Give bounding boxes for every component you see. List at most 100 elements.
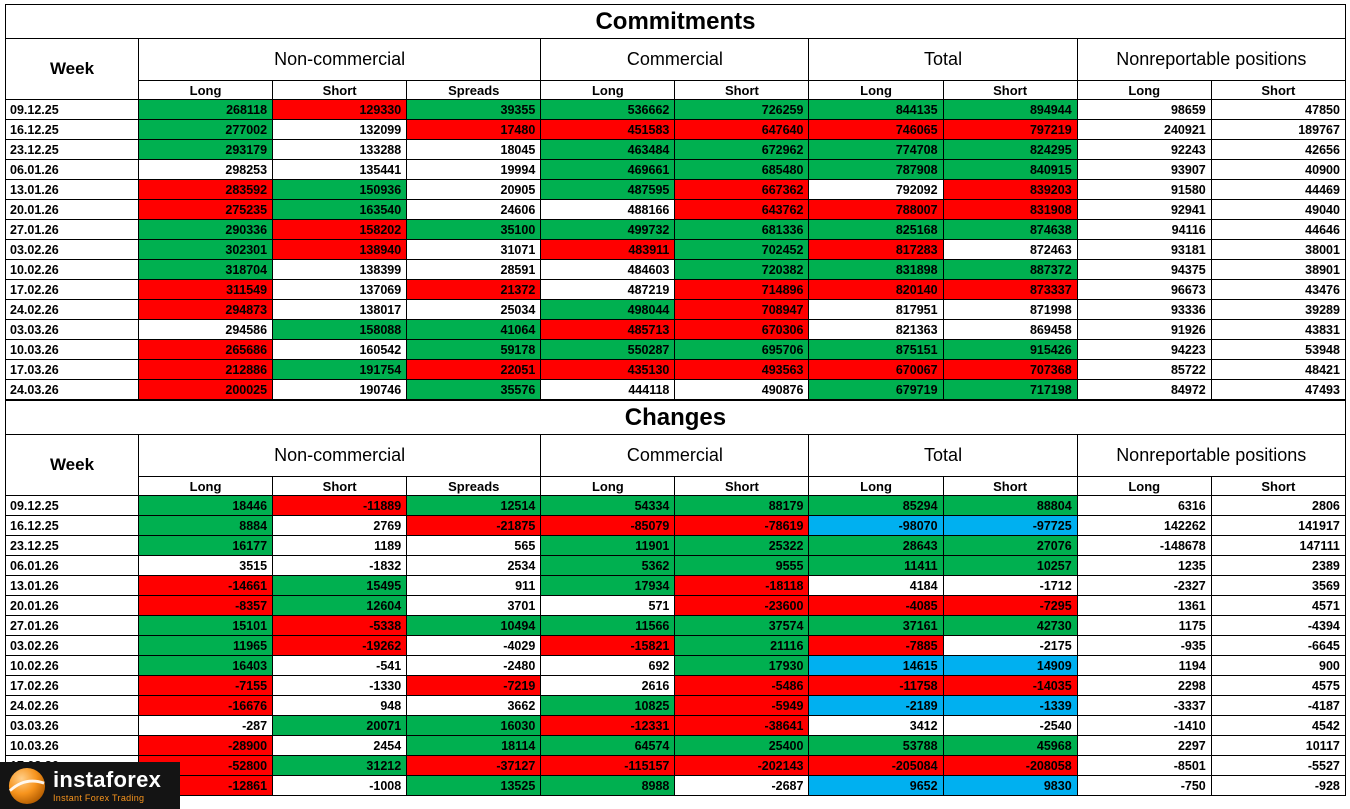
value-cell: 797219 (942, 119, 1078, 140)
value-cell: 35100 (406, 219, 542, 240)
week-cell: 06.01.26 (5, 555, 139, 576)
value-cell: 15495 (272, 575, 408, 596)
value-cell: -115157 (540, 755, 676, 776)
value-cell: -4187 (1210, 695, 1346, 716)
column-header: Short (272, 80, 408, 100)
value-cell: 487595 (540, 179, 676, 200)
value-cell: -202143 (674, 755, 810, 776)
value-cell: 98659 (1076, 99, 1212, 120)
table-row: 06.01.26 298253 135441 19994 469661 685480 787… (5, 159, 1346, 180)
value-cell: -935 (1076, 635, 1212, 656)
group-header: Commercial (540, 38, 810, 81)
table-row: 16.12.25 277002 132099 17480 451583 647640 746… (5, 119, 1346, 140)
table-row: 10.03.26 -28900 2454 18114 64574 25400 53788 45… (5, 735, 1346, 756)
value-cell: 21116 (674, 635, 810, 656)
value-cell: 774708 (808, 139, 944, 160)
value-cell: 160542 (272, 339, 408, 360)
value-cell: 43476 (1210, 279, 1346, 300)
value-cell: 94375 (1076, 259, 1212, 280)
value-cell: 4571 (1210, 595, 1346, 616)
value-cell: 85722 (1076, 359, 1212, 380)
value-cell: -1712 (942, 575, 1078, 596)
value-cell: 672962 (674, 139, 810, 160)
week-cell: 06.01.26 (5, 159, 139, 180)
value-cell: 9830 (942, 775, 1078, 796)
value-cell: 283592 (137, 179, 274, 200)
value-cell: 2806 (1210, 495, 1346, 516)
column-header: Long (137, 80, 274, 100)
value-cell: 435130 (540, 359, 676, 380)
value-cell: 875151 (808, 339, 944, 360)
instaforex-logo: instaforex Instant Forex Trading (0, 762, 180, 809)
value-cell: 47850 (1210, 99, 1346, 120)
value-cell: 43831 (1210, 319, 1346, 340)
value-cell: 45968 (942, 735, 1078, 756)
value-cell: 92941 (1076, 199, 1212, 220)
value-cell: 670306 (674, 319, 810, 340)
value-cell: -541 (272, 655, 408, 676)
value-cell: 141917 (1210, 515, 1346, 536)
value-cell: 39355 (406, 99, 542, 120)
column-header: Short (942, 80, 1078, 100)
value-cell: 483911 (540, 239, 676, 260)
value-cell: 42656 (1210, 139, 1346, 160)
week-cell: 24.02.26 (5, 299, 139, 320)
value-cell: 817283 (808, 239, 944, 260)
value-cell: 900 (1210, 655, 1346, 676)
week-cell: 27.01.26 (5, 219, 139, 240)
value-cell: -4085 (808, 595, 944, 616)
value-cell: -2687 (674, 775, 810, 796)
value-cell: 550287 (540, 339, 676, 360)
value-cell: -5949 (674, 695, 810, 716)
value-cell: 871998 (942, 299, 1078, 320)
value-cell: 44646 (1210, 219, 1346, 240)
value-cell: 817951 (808, 299, 944, 320)
value-cell: 20071 (272, 715, 408, 736)
value-cell: 41064 (406, 319, 542, 340)
value-cell: -38641 (674, 715, 810, 736)
value-cell: 647640 (674, 119, 810, 140)
logo-brand-text: instaforex (53, 766, 162, 792)
logo-tagline-text: Instant Forex Trading (53, 793, 145, 804)
value-cell: 93336 (1076, 299, 1212, 320)
table-row: 09.12.25 268118 129330 39355 536662 726259 844… (5, 99, 1346, 120)
value-cell: 911 (406, 575, 542, 596)
value-cell: 138017 (272, 299, 408, 320)
value-cell: 135441 (272, 159, 408, 180)
value-cell: 318704 (137, 259, 274, 280)
value-cell: 18114 (406, 735, 542, 756)
value-cell: -750 (1076, 775, 1212, 796)
value-cell: 8988 (540, 775, 676, 796)
value-cell: 536662 (540, 99, 676, 120)
value-cell: 1235 (1076, 555, 1212, 576)
table-row: 17.03.26 212886 191754 22051 435130 493563 670… (5, 359, 1346, 380)
group-header: Nonreportable positions (1076, 434, 1346, 477)
table-row: 03.02.26 11965 -19262 -4029 -15821 21116 -7885… (5, 635, 1346, 656)
value-cell: 717198 (942, 379, 1078, 400)
value-cell: 158088 (272, 319, 408, 340)
value-cell: 200025 (137, 379, 274, 400)
value-cell: 37574 (674, 615, 810, 636)
column-header: Long (137, 476, 274, 496)
value-cell: 2534 (406, 555, 542, 576)
value-cell: 874638 (942, 219, 1078, 240)
value-cell: 9555 (674, 555, 810, 576)
value-cell: 4542 (1210, 715, 1346, 736)
value-cell: 12514 (406, 495, 542, 516)
column-header: Short (942, 476, 1078, 496)
week-cell: 17.03.26 (5, 359, 139, 380)
value-cell: 94116 (1076, 219, 1212, 240)
value-cell: 788007 (808, 199, 944, 220)
value-cell: 96673 (1076, 279, 1212, 300)
value-cell: 265686 (137, 339, 274, 360)
value-cell: 293179 (137, 139, 274, 160)
value-cell: -1330 (272, 675, 408, 696)
value-cell: 565 (406, 535, 542, 556)
value-cell: 38901 (1210, 259, 1346, 280)
week-cell: 10.03.26 (5, 339, 139, 360)
value-cell: 294873 (137, 299, 274, 320)
value-cell: 490876 (674, 379, 810, 400)
table-row: 03.03.26 -287 20071 16030 -12331 -38641 3412 -2… (5, 715, 1346, 736)
value-cell: 268118 (137, 99, 274, 120)
table-row: 20.01.26 275235 163540 24606 488166 643762 788… (5, 199, 1346, 220)
